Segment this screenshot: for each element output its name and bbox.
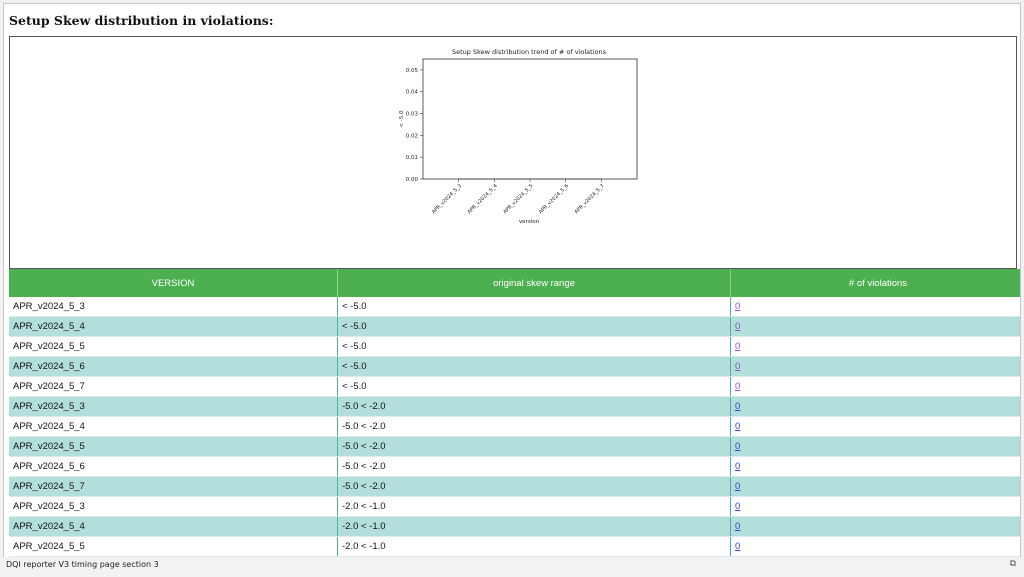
cell-version: APR_v2024_5_5 bbox=[9, 536, 338, 557]
cell-version: APR_v2024_5_6 bbox=[9, 456, 338, 477]
cell-violations: 0 bbox=[730, 416, 1020, 437]
y-tick-label: 0.05 bbox=[406, 68, 419, 74]
cell-skew-range: -2.0 < -1.0 bbox=[337, 496, 731, 517]
cell-skew-range: < -5.0 bbox=[337, 356, 731, 377]
x-axis: APR_v2024_5_3 APR_v2024_5_4 APR_v2024_5_5 A… bbox=[431, 179, 606, 215]
popout-icon[interactable]: ⧉ bbox=[1009, 559, 1016, 569]
table-body: APR_v2024_5_3 < -5.0 0 APR_v2024_5_4 < -5.0 0… bbox=[9, 297, 1020, 557]
cell-violations: 0 bbox=[730, 356, 1020, 377]
y-tick-label: 0.01 bbox=[406, 155, 418, 161]
x-tick-label: APR_v2024_5_4 bbox=[467, 183, 499, 215]
table-row: APR_v2024_5_5 -2.0 < -1.0 0 bbox=[9, 536, 1020, 557]
x-axis-label: version bbox=[519, 219, 540, 225]
cell-skew-range: < -5.0 bbox=[337, 336, 731, 357]
table-row: APR_v2024_5_7 < -5.0 0 bbox=[9, 376, 1020, 397]
report-panel: Setup Skew distribution in violations: S… bbox=[3, 3, 1021, 558]
cell-violations: 0 bbox=[730, 297, 1020, 317]
header-version[interactable]: VERSION bbox=[9, 269, 338, 297]
cell-violations: 0 bbox=[730, 476, 1020, 497]
table-row: APR_v2024_5_4 -2.0 < -1.0 0 bbox=[9, 516, 1020, 537]
cell-version: APR_v2024_5_3 bbox=[9, 297, 338, 317]
violations-count-link[interactable]: 0 bbox=[735, 401, 741, 412]
header-skew-range[interactable]: original skew range bbox=[337, 269, 731, 297]
x-tick-label: APR_v2024_5_3 bbox=[431, 183, 463, 215]
cell-skew-range: -5.0 < -2.0 bbox=[337, 396, 731, 417]
table-row: APR_v2024_5_5 -5.0 < -2.0 0 bbox=[9, 436, 1020, 457]
violations-count-link[interactable]: 0 bbox=[735, 481, 741, 492]
cell-violations: 0 bbox=[730, 376, 1020, 397]
cell-skew-range: -5.0 < -2.0 bbox=[337, 436, 731, 457]
violations-count-link[interactable]: 0 bbox=[735, 381, 741, 392]
violations-table: VERSION original skew range # of violati… bbox=[9, 269, 1020, 557]
cell-version: APR_v2024_5_7 bbox=[9, 376, 338, 397]
header-violations[interactable]: # of violations bbox=[730, 269, 1020, 297]
status-text: DQI reporter V3 timing page section 3 bbox=[6, 560, 159, 569]
violations-count-link[interactable]: 0 bbox=[735, 341, 741, 352]
violations-count-link[interactable]: 0 bbox=[735, 321, 741, 332]
violations-count-link[interactable]: 0 bbox=[735, 521, 741, 532]
violations-count-link[interactable]: 0 bbox=[735, 461, 741, 472]
cell-version: APR_v2024_5_3 bbox=[9, 396, 338, 417]
y-tick-label: 0.04 bbox=[406, 90, 419, 96]
cell-violations: 0 bbox=[730, 536, 1020, 557]
chart-container: Setup Skew distribution trend of # of vi… bbox=[9, 36, 1017, 269]
table-row: APR_v2024_5_3 -5.0 < -2.0 0 bbox=[9, 396, 1020, 417]
violations-table-wrap: VERSION original skew range # of violati… bbox=[9, 269, 1020, 557]
table-header-row: VERSION original skew range # of violati… bbox=[9, 269, 1020, 297]
y-tick-label: 0.03 bbox=[406, 112, 419, 118]
cell-skew-range: -5.0 < -2.0 bbox=[337, 456, 731, 477]
cell-skew-range: -2.0 < -1.0 bbox=[337, 536, 731, 557]
y-tick-label: 0.02 bbox=[406, 133, 418, 139]
x-tick-label: APR_v2024_5_5 bbox=[502, 183, 534, 215]
status-bar: DQI reporter V3 timing page section 3 ⧉ bbox=[0, 557, 1024, 577]
table-row: APR_v2024_5_3 -2.0 < -1.0 0 bbox=[9, 496, 1020, 517]
table-row: APR_v2024_5_6 -5.0 < -2.0 0 bbox=[9, 456, 1020, 477]
cell-skew-range: < -5.0 bbox=[337, 316, 731, 337]
trend-chart: Setup Skew distribution trend of # of vi… bbox=[399, 48, 638, 225]
cell-violations: 0 bbox=[730, 496, 1020, 517]
section-title: Setup Skew distribution in violations: bbox=[9, 13, 274, 28]
cell-skew-range: < -5.0 bbox=[337, 297, 731, 317]
cell-version: APR_v2024_5_6 bbox=[9, 356, 338, 377]
cell-violations: 0 bbox=[730, 316, 1020, 337]
x-tick-label: APR_v2024_5_7 bbox=[574, 183, 606, 215]
cell-skew-range: < -5.0 bbox=[337, 376, 731, 397]
y-axis-label: < -5.0 bbox=[399, 110, 405, 128]
y-axis: 0.00 0.01 0.02 0.03 0.04 0.05 bbox=[406, 68, 423, 183]
plot-area bbox=[422, 58, 638, 180]
table-row: APR_v2024_5_6 < -5.0 0 bbox=[9, 356, 1020, 377]
cell-violations: 0 bbox=[730, 396, 1020, 417]
cell-version: APR_v2024_5_4 bbox=[9, 416, 338, 437]
violations-count-link[interactable]: 0 bbox=[735, 421, 741, 432]
cell-violations: 0 bbox=[730, 436, 1020, 457]
table-row: APR_v2024_5_5 < -5.0 0 bbox=[9, 336, 1020, 357]
table-row: APR_v2024_5_4 -5.0 < -2.0 0 bbox=[9, 416, 1020, 437]
violations-count-link[interactable]: 0 bbox=[735, 541, 741, 552]
cell-violations: 0 bbox=[730, 516, 1020, 537]
violations-count-link[interactable]: 0 bbox=[735, 441, 741, 452]
table-row: APR_v2024_5_4 < -5.0 0 bbox=[9, 316, 1020, 337]
violations-count-link[interactable]: 0 bbox=[735, 501, 741, 512]
cell-skew-range: -5.0 < -2.0 bbox=[337, 416, 731, 437]
cell-skew-range: -2.0 < -1.0 bbox=[337, 516, 731, 537]
cell-violations: 0 bbox=[730, 456, 1020, 477]
cell-version: APR_v2024_5_5 bbox=[9, 436, 338, 457]
cell-version: APR_v2024_5_7 bbox=[9, 476, 338, 497]
violations-count-link[interactable]: 0 bbox=[735, 361, 741, 372]
y-tick-label: 0.00 bbox=[406, 177, 419, 183]
cell-version: APR_v2024_5_5 bbox=[9, 336, 338, 357]
cell-skew-range: -5.0 < -2.0 bbox=[337, 476, 731, 497]
x-tick-label: APR_v2024_5_6 bbox=[538, 183, 570, 215]
cell-version: APR_v2024_5_4 bbox=[9, 316, 338, 337]
cell-violations: 0 bbox=[730, 336, 1020, 357]
cell-version: APR_v2024_5_4 bbox=[9, 516, 338, 537]
table-row: APR_v2024_5_3 < -5.0 0 bbox=[9, 297, 1020, 317]
cell-version: APR_v2024_5_3 bbox=[9, 496, 338, 517]
violations-count-link[interactable]: 0 bbox=[735, 301, 741, 312]
chart-title: Setup Skew distribution trend of # of vi… bbox=[452, 48, 607, 56]
table-row: APR_v2024_5_7 -5.0 < -2.0 0 bbox=[9, 476, 1020, 497]
